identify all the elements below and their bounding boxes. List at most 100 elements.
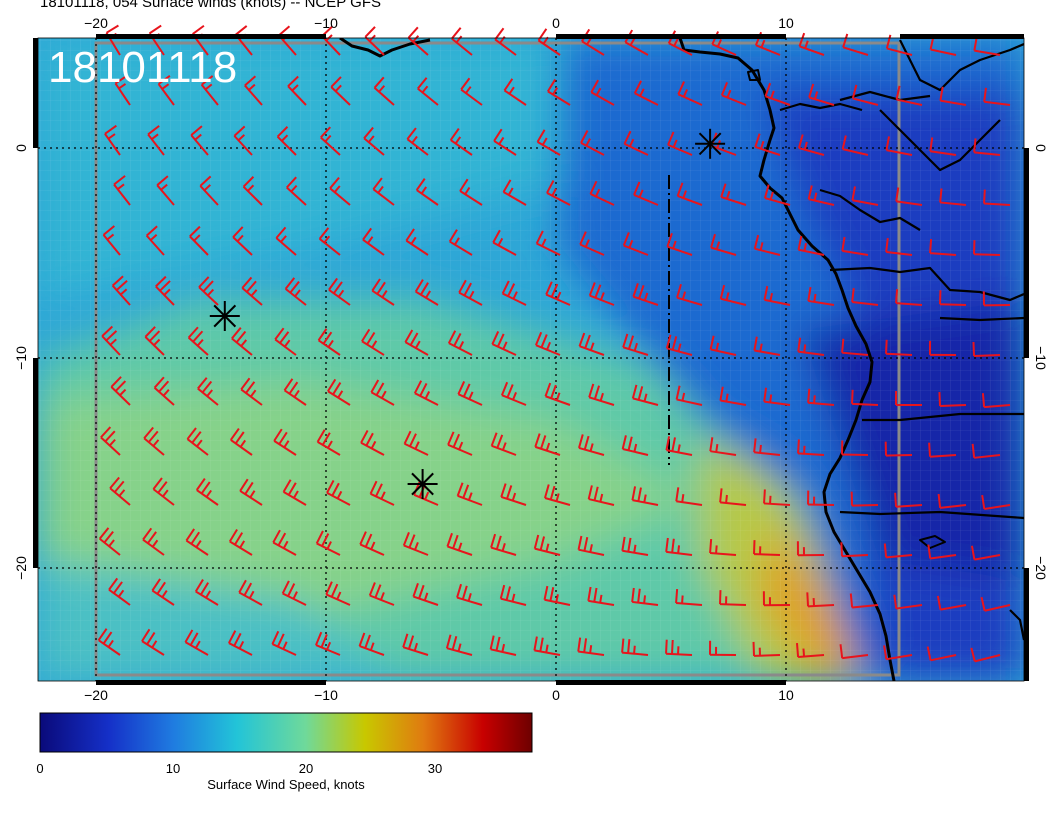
wind-barb (580, 130, 605, 156)
wind-barb (229, 427, 253, 456)
wind-barb (184, 629, 209, 656)
wind-barb (370, 379, 395, 406)
wind-barb (675, 487, 703, 506)
wind-barb (937, 493, 967, 509)
wind-barb (677, 81, 703, 106)
wind-barb (372, 177, 395, 206)
wind-barb (578, 434, 605, 456)
wind-barb (110, 376, 131, 406)
wind-barb (807, 490, 835, 506)
colorbar: 0 10 20 30 Surface Wind Speed, knots (36, 712, 533, 792)
asterisk-marker-1 (209, 301, 240, 331)
wind-barb (144, 326, 165, 356)
wind-barb (185, 528, 209, 556)
wind-barb (719, 284, 747, 306)
wind-barb (499, 584, 527, 606)
wind-barb (458, 279, 483, 306)
wind-barb (403, 430, 429, 456)
wind-barb (360, 429, 385, 456)
wind-barb (325, 581, 351, 606)
asterisk-markers (209, 128, 726, 499)
lon-tick-bottom-1: −20 (84, 687, 108, 703)
wind-barb (763, 387, 791, 406)
wind-barb (849, 593, 879, 609)
map-title: 18101118, 054 Surface winds (knots) -- N… (40, 0, 381, 11)
wind-barb (665, 639, 693, 656)
wind-barb (544, 382, 571, 406)
wind-barb (982, 291, 1011, 307)
wind-barb (676, 182, 703, 206)
wind-barb (806, 592, 835, 608)
wind-barb (320, 126, 341, 156)
wind-barb (973, 240, 1001, 256)
wind-barb (97, 628, 121, 656)
wind-barb (885, 136, 913, 156)
wind-barb (282, 479, 307, 506)
wind-barbs (97, 24, 1011, 663)
wind-barb (665, 334, 693, 356)
coastlines (339, 38, 1024, 681)
wind-barb (709, 640, 737, 656)
wind-barb (972, 341, 1001, 358)
wind-barb (286, 176, 307, 206)
border-7 (839, 510, 1024, 520)
wind-barb (273, 428, 297, 456)
border-2 (839, 90, 931, 102)
wind-barb (927, 544, 957, 560)
wind-barb (753, 336, 781, 356)
wind-barb (675, 385, 703, 406)
lat-tick-right-2: −10 (1033, 346, 1049, 370)
wind-barb (275, 226, 297, 256)
wind-barb (893, 594, 923, 610)
wind-barb (490, 432, 517, 456)
wind-barb (200, 75, 219, 106)
wind-barb (622, 232, 649, 256)
wind-barb (983, 87, 1011, 106)
wind-barb (543, 585, 571, 606)
wind-barb (327, 378, 351, 406)
wind-barb (414, 279, 439, 306)
lat-tick-labels-right: 0 −10 −20 (1033, 144, 1049, 580)
wind-speed-field (38, 38, 1024, 681)
wind-barb (415, 178, 439, 206)
wind-barb (753, 540, 781, 556)
wind-barb (271, 630, 297, 656)
wind-barb (763, 489, 791, 506)
colorbar-title: Surface Wind Speed, knots (207, 777, 365, 792)
wind-barb (850, 491, 879, 507)
wind-barb (242, 176, 263, 206)
wind-barb (578, 332, 605, 356)
wind-barb (189, 225, 209, 256)
wind-barb (633, 80, 659, 106)
wind-barb (500, 381, 527, 406)
wind-barb (665, 537, 693, 556)
wind-barb (147, 125, 165, 156)
wind-barb (489, 635, 517, 656)
wind-barb (404, 329, 429, 356)
wind-barb (798, 32, 825, 56)
wind-barb (621, 536, 649, 556)
wind-barb (666, 233, 693, 256)
wind-barb (283, 378, 307, 406)
wind-barb (929, 340, 957, 356)
wind-barb (885, 339, 913, 356)
wind-barb (326, 479, 351, 506)
wind-barb (371, 278, 395, 306)
wind-barb (533, 534, 561, 556)
wind-barb (318, 227, 341, 256)
wind-barb (187, 326, 209, 356)
wind-barb (157, 74, 175, 106)
wind-barb (244, 75, 263, 106)
wind-barb (587, 485, 615, 506)
wind-barb (885, 34, 913, 56)
wind-barb (198, 276, 219, 306)
wind-barb (109, 476, 131, 506)
wind-barb (841, 440, 869, 456)
wind-barb (808, 83, 835, 106)
wind-barb (885, 237, 913, 256)
wind-barb (807, 286, 835, 306)
lon-tick-bottom-4: 10 (778, 687, 794, 703)
wind-barb (456, 482, 483, 506)
wind-barb (98, 527, 121, 556)
wind-barb (194, 579, 219, 606)
